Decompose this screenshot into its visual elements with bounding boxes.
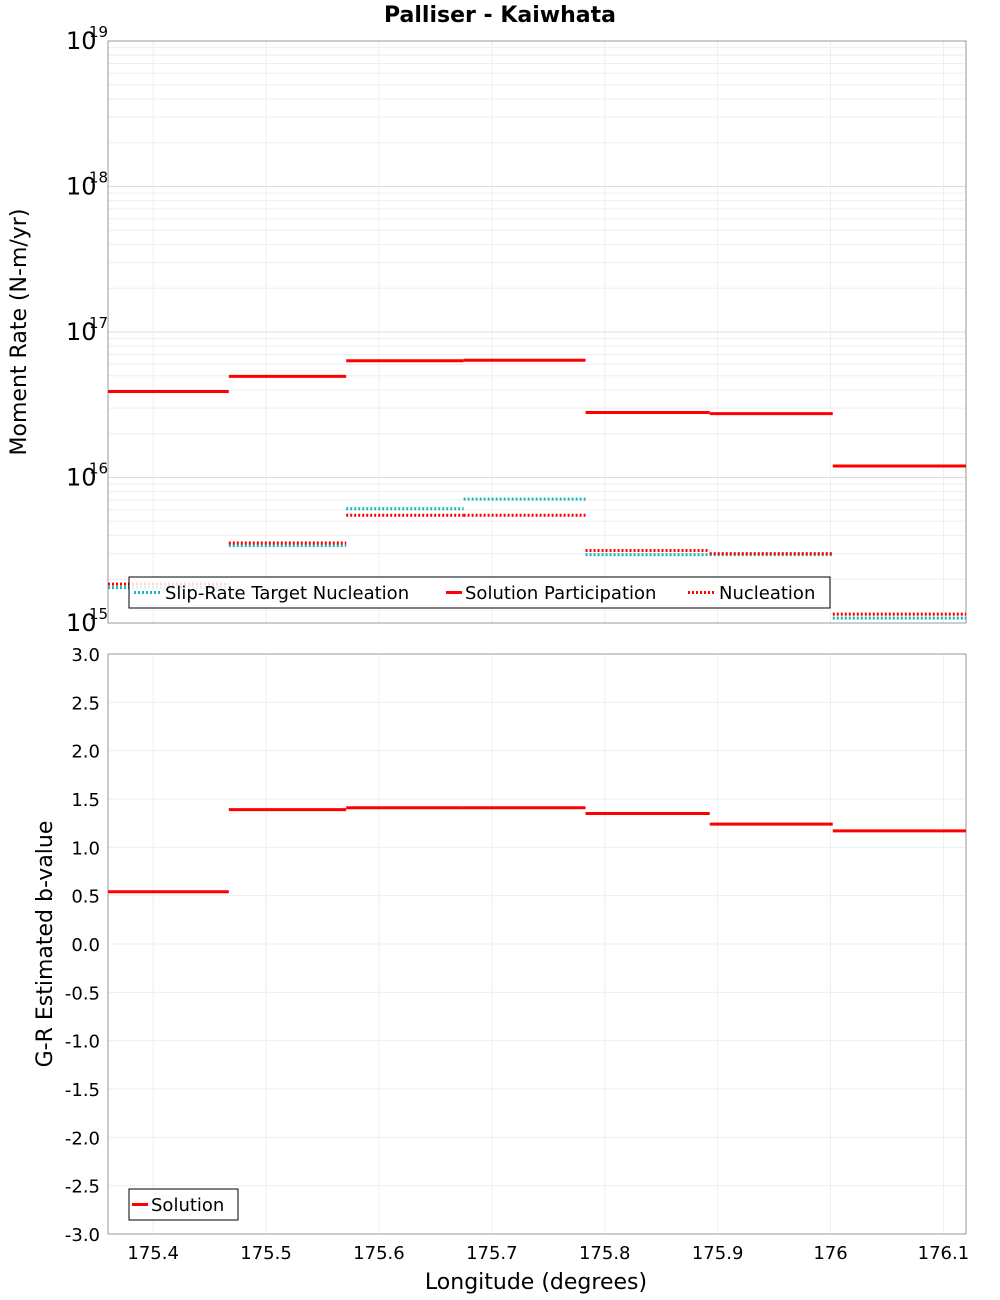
top-series-1 — [108, 358, 966, 468]
top-y-tick-base: 10 — [66, 609, 97, 637]
top-y-tick-exp: 16 — [89, 460, 108, 478]
bottom-y-tick-label: 2.0 — [71, 742, 100, 763]
x-tick-label: 175.8 — [579, 1243, 631, 1264]
x-tick-label: 175.7 — [466, 1243, 518, 1264]
top-y-tick-base: 10 — [66, 464, 97, 492]
x-tick-label: 175.4 — [127, 1243, 179, 1264]
bottom-y-tick-label: 3.0 — [71, 645, 100, 666]
top-y-tick-exp: 15 — [89, 605, 108, 623]
bottom-legend: Solution — [128, 1188, 239, 1221]
x-tick-label: 176 — [813, 1243, 847, 1264]
top-legend: Slip-Rate Target Nucleation Solution Par… — [128, 576, 831, 609]
legend-label-participation: Solution Participation — [465, 583, 656, 604]
bottom-y-axis-label: G-R Estimated b-value — [33, 821, 58, 1068]
top-y-tick-exp: 19 — [89, 23, 108, 41]
bottom-y-tick-label: -3.0 — [65, 1225, 100, 1246]
bottom-y-tick-label: 0.5 — [71, 887, 100, 908]
bottom-y-tick-label: 1.0 — [71, 838, 100, 859]
bottom-y-tick-label: -2.0 — [65, 1128, 100, 1149]
bottom-grid — [108, 653, 966, 1235]
bottom-y-tick-label: -1.0 — [65, 1032, 100, 1053]
bottom-y-tick-label: 0.0 — [71, 935, 100, 956]
legend-label-slip-rate: Slip-Rate Target Nucleation — [165, 583, 409, 604]
bottom-y-tick-label: -0.5 — [65, 983, 100, 1004]
bottom-y-tick-label: -1.5 — [65, 1080, 100, 1101]
top-y-tick-base: 10 — [66, 318, 97, 346]
top-y-tick-base: 10 — [66, 173, 97, 201]
bottom-y-ticks: -3.0 -2.5 -2.0 -1.5 -1.0 -0.5 0.0 0.5 1.0 1.5 2.0 2… — [65, 645, 100, 1246]
top-grid — [108, 41, 966, 624]
chart-title: Palliser - Kaiwhata — [384, 3, 616, 28]
x-tick-label: 175.5 — [240, 1243, 292, 1264]
bottom-series-0 — [108, 806, 966, 894]
bottom-y-tick-label: 1.5 — [71, 790, 100, 811]
legend-label-solution: Solution — [151, 1195, 224, 1216]
legend-label-nucleation: Nucleation — [719, 583, 815, 604]
top-y-tick-exp: 17 — [89, 314, 108, 332]
x-axis-label: Longitude (degrees) — [425, 1270, 647, 1295]
x-tick-label: 175.9 — [692, 1243, 744, 1264]
b-value-panel: -3.0 -2.5 -2.0 -1.5 -1.0 -0.5 0.0 0.5 1.0 1.5 2.0 2… — [33, 645, 969, 1295]
top-plot-frame — [107, 40, 967, 624]
bottom-y-tick-label: -2.5 — [65, 1177, 100, 1198]
x-tick-label: 175.6 — [353, 1243, 405, 1264]
bottom-y-tick-label: 2.5 — [71, 693, 100, 714]
x-tick-label: 176.1 — [918, 1243, 970, 1264]
top-y-tick-exp: 18 — [89, 169, 108, 187]
bottom-plot-frame — [107, 653, 967, 1235]
top-y-tick-base: 10 — [66, 27, 97, 55]
top-y-axis-label: Moment Rate (N-m/yr) — [7, 209, 32, 456]
bottom-series — [108, 806, 966, 894]
bottom-x-ticks: 175.4 175.5 175.6 175.7 175.8 175.9 176 176.1 — [127, 1243, 969, 1264]
